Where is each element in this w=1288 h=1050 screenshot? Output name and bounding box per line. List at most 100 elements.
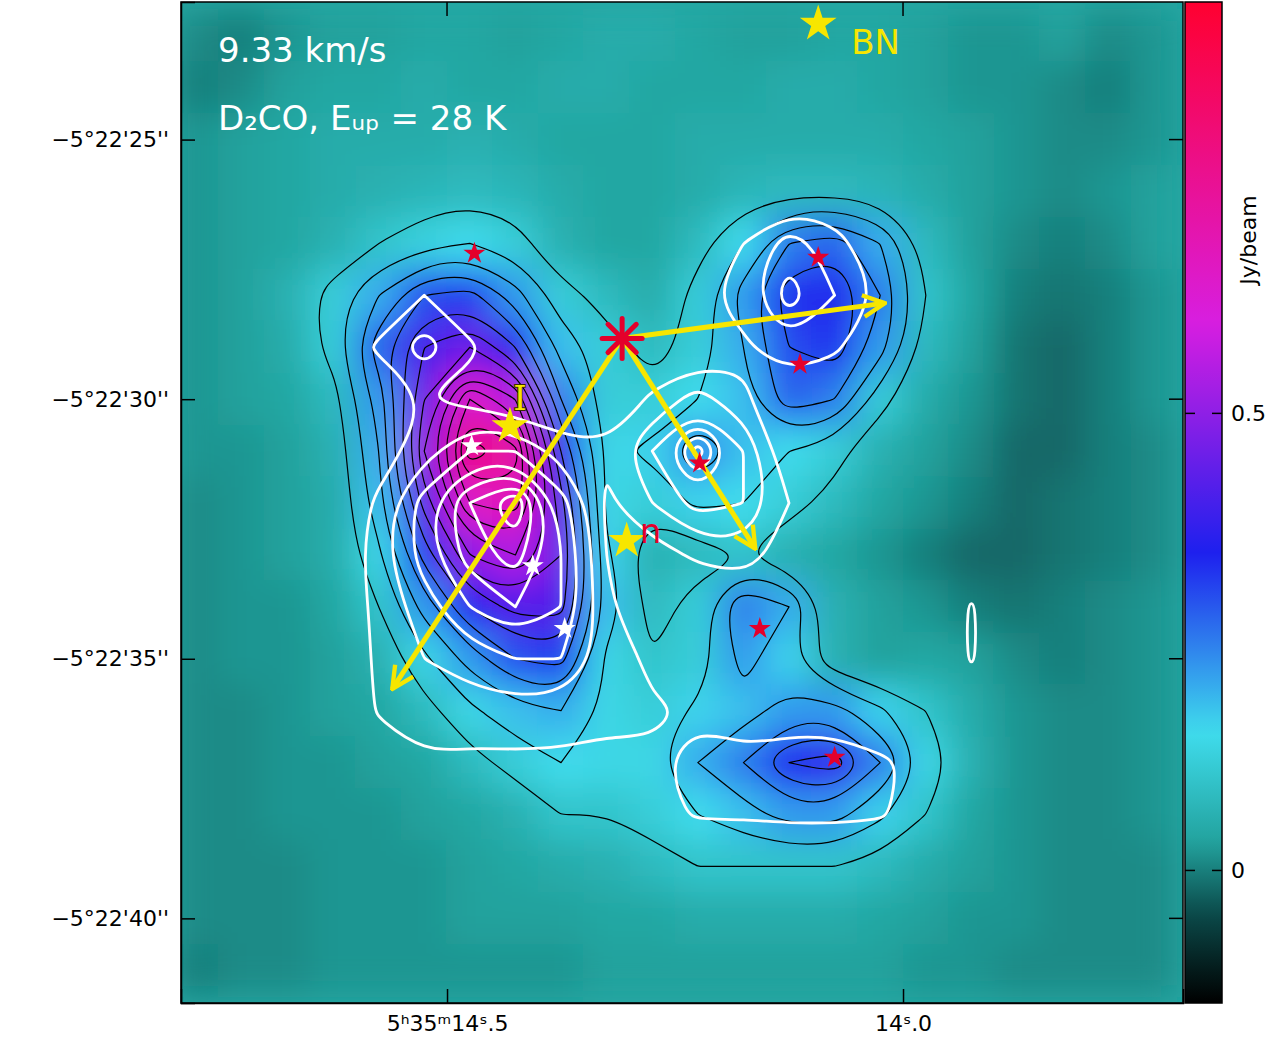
colorbar-tick-label: 0.5 bbox=[1231, 401, 1266, 426]
tick-label: −5°22'30'' bbox=[51, 387, 169, 412]
heatmap-cell bbox=[994, 684, 1041, 737]
heatmap-cell bbox=[994, 321, 1041, 374]
tick-label: 5ʰ35ᵐ14ˢ.5 bbox=[387, 1011, 509, 1036]
axis-line bbox=[182, 989, 1184, 1004]
heatmap-cell bbox=[720, 61, 767, 114]
heatmap-cell bbox=[219, 736, 266, 789]
heatmap-cell bbox=[538, 217, 585, 270]
heatmap-cell bbox=[903, 736, 950, 789]
heatmap-cell bbox=[310, 684, 357, 737]
heatmap-cell bbox=[857, 788, 904, 841]
heatmap-cell bbox=[1039, 217, 1086, 270]
heatmap-cell bbox=[1039, 788, 1086, 841]
heatmap-cell bbox=[310, 425, 357, 478]
source-marker bbox=[463, 242, 485, 263]
heatmap-cell bbox=[857, 684, 904, 737]
contour-group bbox=[319, 197, 941, 866]
heatmap-cell bbox=[219, 425, 266, 478]
heatmap-cell bbox=[948, 477, 995, 530]
heatmap-cell bbox=[264, 373, 311, 426]
heatmap-cell bbox=[538, 165, 585, 218]
heatmap-cell bbox=[401, 736, 448, 789]
heatmap-cell bbox=[310, 373, 357, 426]
named-source-marker bbox=[800, 4, 837, 39]
heatmap-cell bbox=[181, 165, 220, 218]
heatmap-cell bbox=[181, 113, 220, 166]
heatmap-cell bbox=[1131, 61, 1178, 114]
heatmap-cell bbox=[948, 165, 995, 218]
heatmap-cell bbox=[811, 321, 858, 374]
heatmap-cell bbox=[583, 892, 630, 945]
heatmap-cell bbox=[1085, 788, 1132, 841]
contour bbox=[362, 226, 894, 823]
heatmap-cell bbox=[1131, 425, 1178, 478]
explosion-center bbox=[602, 318, 642, 358]
heatmap-cell bbox=[948, 788, 995, 841]
heatmap-cell bbox=[903, 528, 950, 581]
heatmap-cell bbox=[1131, 788, 1178, 841]
heatmap-cell bbox=[1131, 684, 1178, 737]
heatmap-cell bbox=[181, 269, 220, 322]
heatmap-cell bbox=[629, 165, 676, 218]
heatmap-cell bbox=[181, 528, 220, 581]
heatmap-cell bbox=[994, 9, 1041, 62]
heatmap-cell bbox=[857, 425, 904, 478]
heatmap-cell bbox=[811, 165, 858, 218]
heatmap-cell bbox=[994, 425, 1041, 478]
heatmap-cell bbox=[181, 632, 220, 685]
heatmap-cell bbox=[219, 788, 266, 841]
heatmap-cell bbox=[1085, 425, 1132, 478]
heatmap-cell bbox=[264, 477, 311, 530]
heatmap-cell bbox=[766, 892, 813, 945]
heatmap bbox=[181, 9, 1177, 996]
heatmap-cell bbox=[1039, 840, 1086, 893]
heatmap-cell bbox=[720, 892, 767, 945]
heatmap-cell bbox=[629, 944, 676, 997]
heatmap-cell bbox=[310, 944, 357, 997]
heatmap-cell bbox=[355, 165, 402, 218]
heatmap-cell bbox=[629, 736, 676, 789]
heatmap-cell bbox=[994, 736, 1041, 789]
heatmap-cell bbox=[219, 632, 266, 685]
heatmap-cell bbox=[219, 892, 266, 945]
source-marker bbox=[461, 434, 483, 455]
heatmap-cell bbox=[181, 944, 220, 997]
heatmap-cell bbox=[355, 788, 402, 841]
heatmap-cell bbox=[948, 321, 995, 374]
heatmap-cell bbox=[948, 61, 995, 114]
figure: BNIn9.33 km/sD₂CO, Eᵤₚ = 28 K5ʰ35ᵐ14ˢ.51… bbox=[0, 0, 1288, 1050]
source-marker bbox=[824, 746, 846, 767]
heatmap-cell bbox=[948, 113, 995, 166]
heatmap-cell bbox=[310, 321, 357, 374]
heatmap-cell bbox=[181, 580, 220, 633]
heatmap-cell bbox=[994, 528, 1041, 581]
heatmap-cell bbox=[675, 632, 722, 685]
overlay-contour bbox=[436, 429, 720, 624]
heatmap-cell bbox=[181, 684, 220, 737]
heatmap-cell bbox=[264, 944, 311, 997]
heatmap-cell bbox=[720, 944, 767, 997]
heatmap-cell bbox=[264, 269, 311, 322]
heatmap-cell bbox=[447, 840, 494, 893]
heatmap-cell bbox=[811, 892, 858, 945]
source-marker bbox=[807, 246, 829, 267]
heatmap-cell bbox=[857, 528, 904, 581]
heatmap-cell bbox=[903, 477, 950, 530]
heatmap-cell bbox=[994, 269, 1041, 322]
heatmap-cell bbox=[1131, 165, 1178, 218]
mirror-ticks bbox=[447, 2, 1183, 918]
heatmap-cell bbox=[310, 840, 357, 893]
heatmap-cell bbox=[1085, 580, 1132, 633]
subtitle: D₂CO, Eᵤₚ = 28 K bbox=[218, 98, 508, 138]
overlay-contour bbox=[455, 438, 711, 607]
heatmap-cell bbox=[811, 788, 858, 841]
source-marker bbox=[554, 617, 576, 638]
marker-series bbox=[461, 434, 576, 638]
contour bbox=[345, 212, 910, 844]
heatmap-cell bbox=[1131, 840, 1178, 893]
source-marker bbox=[749, 617, 771, 638]
heatmap-cell bbox=[903, 9, 950, 62]
heatmap-cell bbox=[219, 165, 266, 218]
heatmap-cell bbox=[264, 580, 311, 633]
heatmap-cell bbox=[1039, 165, 1086, 218]
